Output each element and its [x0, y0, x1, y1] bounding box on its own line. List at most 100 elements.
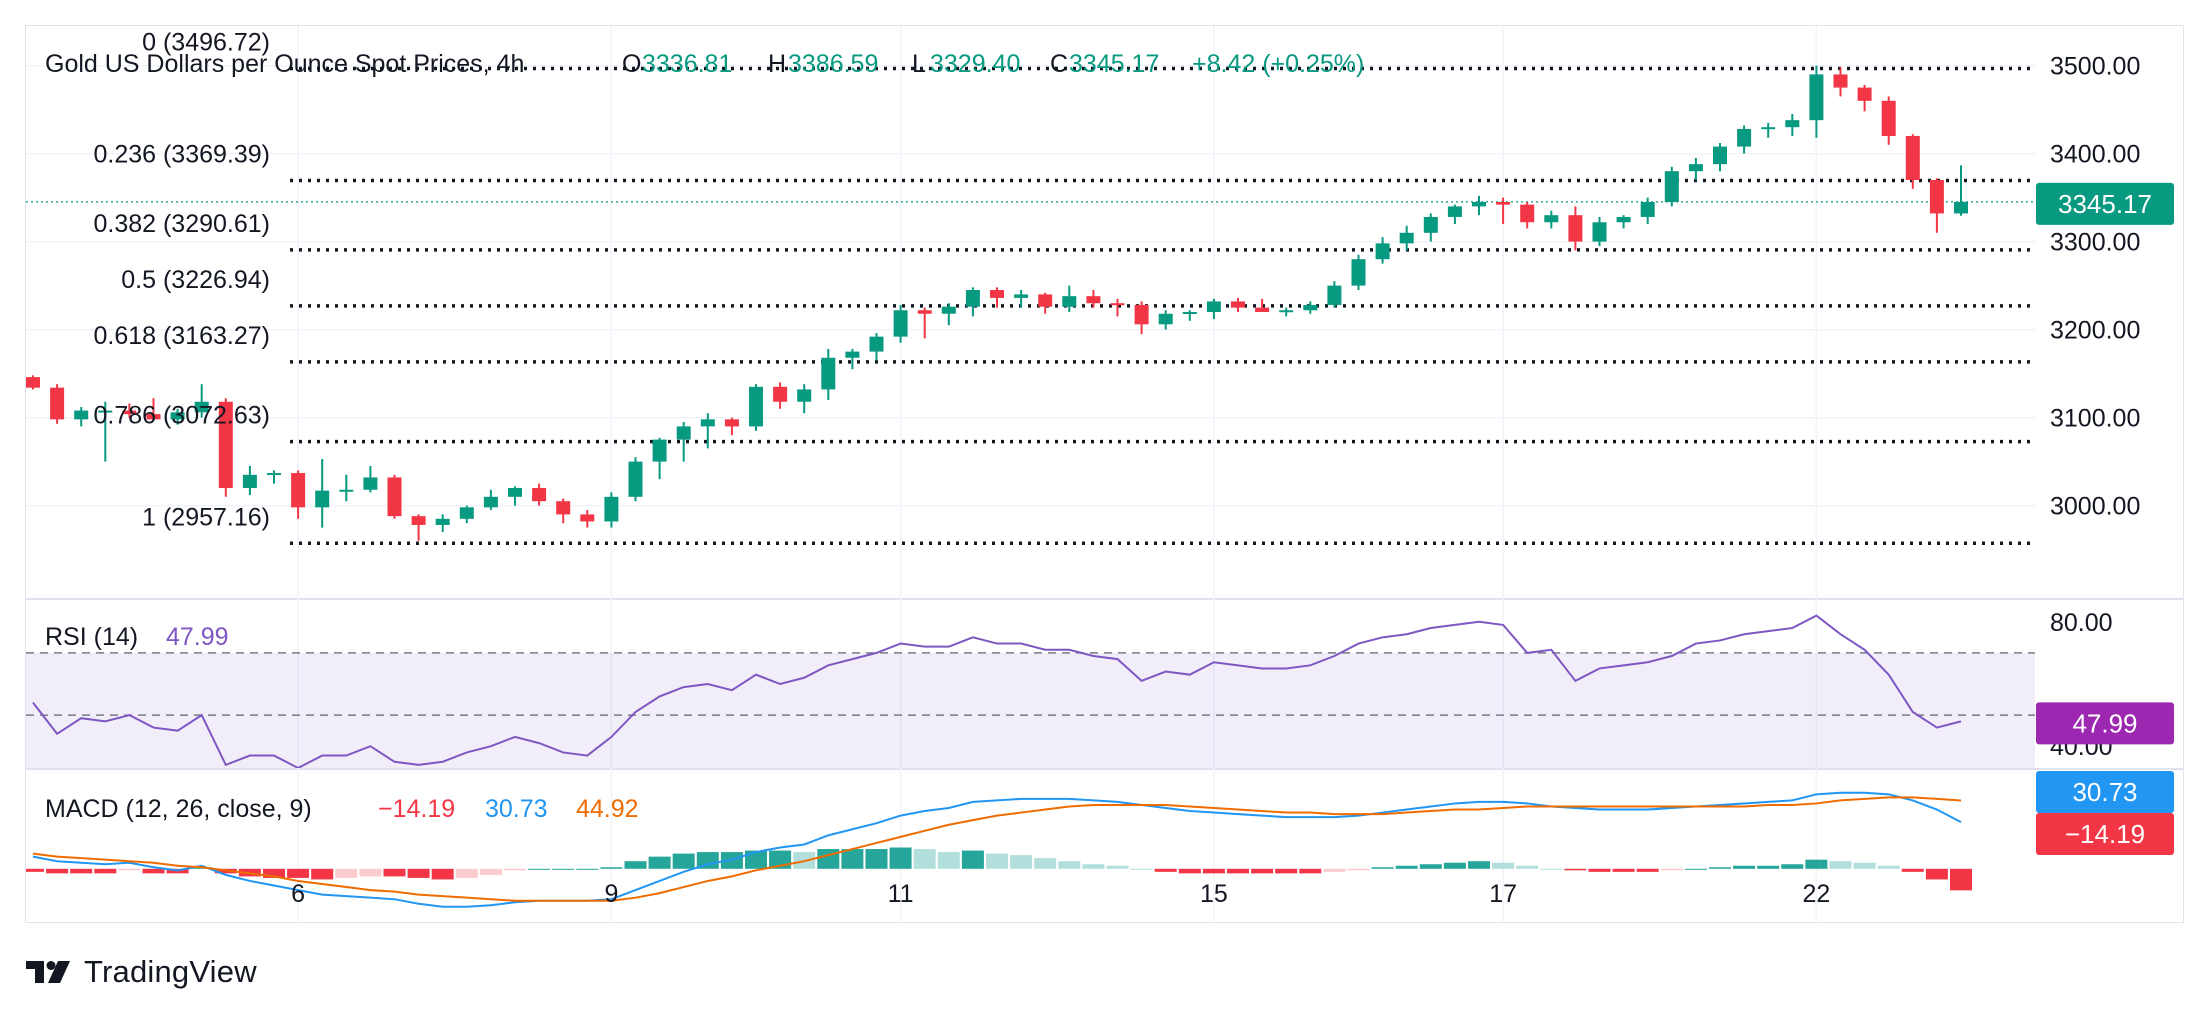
- candle: [1785, 114, 1800, 136]
- candle-body: [1472, 202, 1486, 207]
- candle-body: [242, 474, 257, 488]
- candle-body: [893, 310, 908, 337]
- candle-body: [291, 473, 306, 508]
- macd-signal-value: 44.92: [576, 795, 639, 823]
- rsi-indicator-title: RSI (14): [45, 623, 138, 651]
- macd-histogram-bar: [1371, 867, 1394, 869]
- candle-body: [1303, 304, 1318, 311]
- x-tick-label: 9: [604, 880, 618, 908]
- chart-frame: [25, 25, 2184, 923]
- x-tick-label: 22: [1802, 880, 1830, 908]
- candle: [218, 398, 233, 497]
- candle-body: [1688, 164, 1703, 172]
- candle: [1905, 134, 1920, 189]
- candle: [1688, 158, 1703, 180]
- ohlc-low-label: L: [912, 50, 926, 78]
- macd-value-badge-text: 30.73: [2072, 777, 2137, 807]
- candle-body: [1905, 136, 1920, 180]
- candle: [1568, 206, 1583, 251]
- ohlc-open-value: 3336.81: [642, 50, 732, 78]
- candle: [170, 408, 185, 425]
- candle-body: [339, 489, 354, 492]
- price-change: +8.42 (+0.25%): [1192, 50, 1364, 78]
- candle: [604, 492, 619, 528]
- macd-histogram-bar: [504, 868, 526, 871]
- candle: [508, 486, 522, 506]
- candle: [1640, 197, 1655, 224]
- macd-histogram-bar: [624, 861, 647, 869]
- candle: [194, 384, 209, 418]
- candle: [98, 401, 113, 462]
- candle-body: [1761, 127, 1776, 130]
- macd-histogram-bar: [1950, 868, 1972, 891]
- ohlc-high-value: 3386.59: [788, 50, 878, 78]
- candle: [628, 457, 643, 502]
- candle: [990, 287, 1004, 308]
- x-tick-label: 17: [1489, 880, 1517, 908]
- candle: [1472, 195, 1486, 216]
- candle-body: [1134, 304, 1149, 325]
- macd-histogram-bar: [1299, 868, 1322, 874]
- candle: [1038, 292, 1053, 314]
- candle-body: [1592, 222, 1607, 242]
- candle: [1351, 254, 1366, 290]
- macd-line-value: 30.73: [485, 795, 548, 823]
- price-tick-label: 3100.00: [2050, 405, 2140, 433]
- macd-histogram-bar: [1202, 868, 1225, 874]
- price-tick-label: 3000.00: [2050, 493, 2140, 521]
- candle-body: [1423, 216, 1438, 233]
- candle-body: [315, 490, 330, 508]
- candle-body: [1255, 307, 1270, 312]
- rsi-value-badge: 47.99: [2036, 702, 2174, 745]
- rsi-value-badge-text: 47.99: [2072, 708, 2137, 738]
- candle-body: [604, 496, 619, 522]
- candle-body: [1327, 285, 1342, 305]
- macd-indicator-title: MACD (12, 26, close, 9): [45, 795, 312, 823]
- macd-histogram-value: −14.19: [378, 795, 455, 823]
- macd-histogram-bar: [407, 868, 430, 878]
- candle: [1158, 310, 1173, 330]
- candle: [724, 417, 739, 436]
- candle-body: [1616, 216, 1631, 223]
- candle: [1086, 290, 1101, 308]
- macd-histogram-bar: [672, 853, 695, 869]
- candle-body: [532, 488, 547, 502]
- candle-body: [1014, 294, 1029, 298]
- candle: [50, 384, 65, 424]
- macd-histogram-bar: [1781, 864, 1804, 869]
- candle-body: [1399, 232, 1414, 244]
- candle-body: [821, 357, 836, 390]
- x-tick-label: 11: [888, 880, 914, 908]
- macd-histogram-bar: [841, 849, 864, 869]
- fib-level-label: 0.618 (3163.27): [93, 322, 270, 350]
- candle-body: [700, 419, 715, 427]
- candle: [1447, 204, 1462, 224]
- candle: [1303, 301, 1318, 314]
- macd-histogram-bar: [1901, 868, 1924, 872]
- candle: [941, 303, 956, 326]
- last-price-badge: 3345.17: [2036, 182, 2174, 225]
- candle-body: [1158, 313, 1173, 325]
- candle: [749, 384, 763, 431]
- candle-body: [797, 389, 812, 402]
- candle: [1881, 96, 1896, 145]
- macd-histogram-bar: [142, 868, 165, 874]
- tradingview-brand[interactable]: TradingView: [26, 952, 257, 992]
- macd-histogram-bar: [1106, 865, 1129, 869]
- candle-body: [652, 439, 667, 462]
- candle: [315, 458, 330, 528]
- macd-value-badge: 30.73: [2036, 771, 2174, 813]
- macd-histogram-bar: [455, 868, 478, 878]
- candle-body: [218, 401, 233, 488]
- candle: [1809, 65, 1824, 138]
- macd-histogram-bar: [1877, 865, 1900, 869]
- macd-histogram-bar: [865, 849, 888, 869]
- candle: [267, 470, 281, 484]
- candle-body: [1496, 202, 1511, 205]
- candle-body: [435, 518, 450, 525]
- macd-histogram-badge-text: −14.19: [2065, 819, 2145, 849]
- candle: [363, 466, 378, 493]
- candle: [845, 348, 860, 370]
- candle: [1592, 216, 1607, 246]
- candle: [1062, 285, 1077, 312]
